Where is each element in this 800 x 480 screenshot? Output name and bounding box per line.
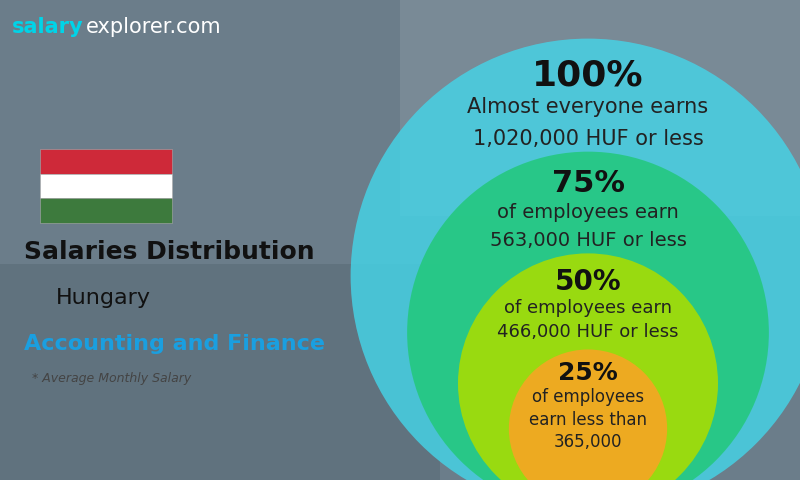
Circle shape	[458, 253, 718, 480]
Text: earn less than: earn less than	[529, 410, 647, 429]
Text: 365,000: 365,000	[554, 433, 622, 451]
Text: Hungary: Hungary	[56, 288, 151, 308]
Text: of employees: of employees	[532, 388, 644, 406]
FancyBboxPatch shape	[40, 149, 172, 174]
FancyBboxPatch shape	[400, 0, 800, 216]
Text: * Average Monthly Salary: * Average Monthly Salary	[32, 372, 191, 385]
Circle shape	[350, 38, 800, 480]
FancyBboxPatch shape	[40, 174, 172, 198]
Text: explorer.com: explorer.com	[86, 17, 222, 37]
Text: 466,000 HUF or less: 466,000 HUF or less	[498, 324, 678, 341]
Text: 1,020,000 HUF or less: 1,020,000 HUF or less	[473, 129, 703, 149]
Text: 25%: 25%	[558, 361, 618, 385]
Text: Accounting and Finance: Accounting and Finance	[24, 334, 325, 354]
Text: of employees earn: of employees earn	[504, 299, 672, 317]
Text: Salaries Distribution: Salaries Distribution	[24, 240, 314, 264]
FancyBboxPatch shape	[0, 264, 440, 480]
Text: 50%: 50%	[554, 268, 622, 296]
Text: 100%: 100%	[532, 59, 644, 93]
Text: 75%: 75%	[551, 168, 625, 198]
Text: Almost everyone earns: Almost everyone earns	[467, 97, 709, 118]
Circle shape	[509, 349, 667, 480]
Circle shape	[407, 152, 769, 480]
FancyBboxPatch shape	[40, 198, 172, 223]
Text: salary: salary	[12, 17, 84, 37]
Text: of employees earn: of employees earn	[497, 203, 679, 222]
Text: 563,000 HUF or less: 563,000 HUF or less	[490, 231, 686, 250]
